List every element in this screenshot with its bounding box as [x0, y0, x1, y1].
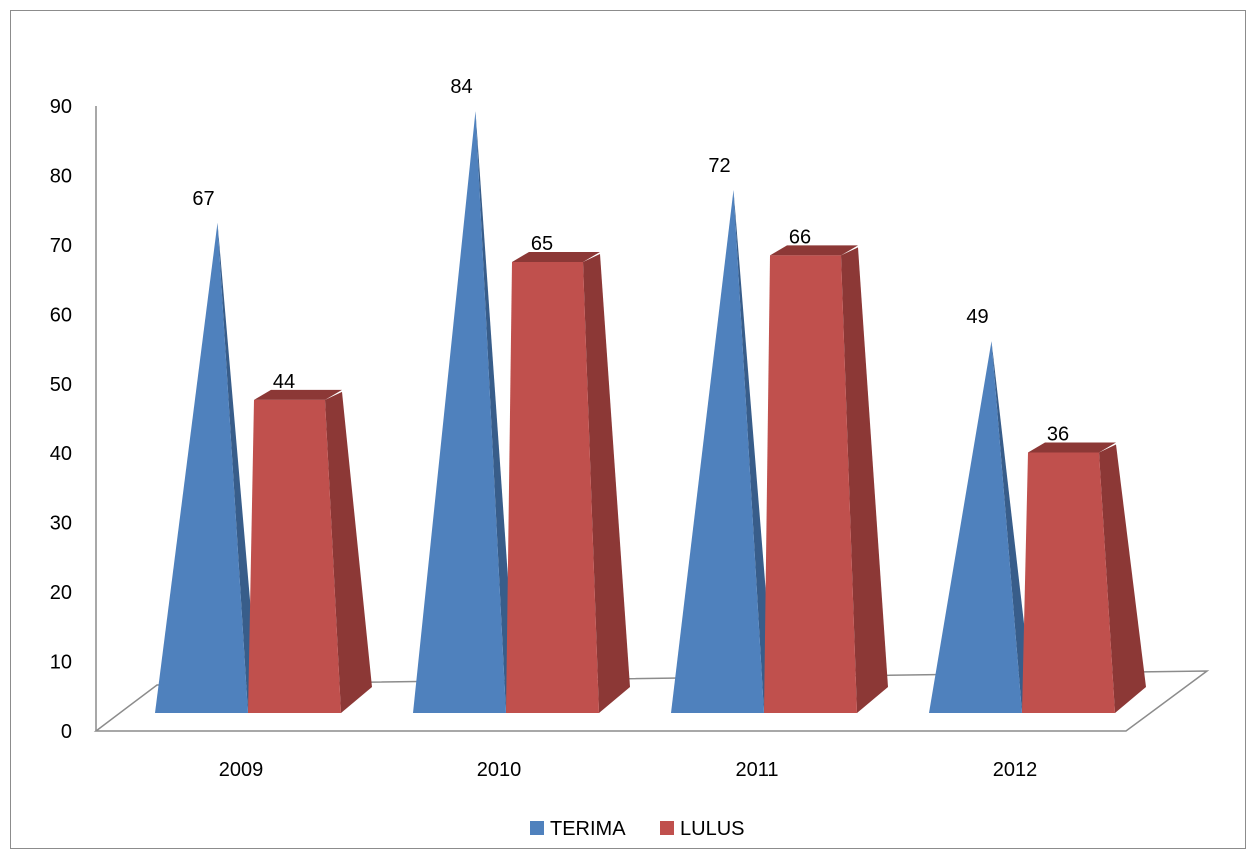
cone-side-2011: [733, 189, 774, 713]
pyramid-side-2012: [1099, 444, 1146, 713]
y-tick-label: 50: [50, 374, 72, 396]
y-tick-label: 10: [50, 652, 72, 674]
category-group-2011: 72 66 2011: [671, 155, 888, 781]
pyramid-top-2011: [770, 245, 858, 256]
legend-label-lulus: LULUS: [680, 818, 744, 840]
data-label-terima-2009: 67: [192, 188, 214, 210]
data-label-terima-2010: 84: [450, 76, 472, 98]
x-tick-label: 2009: [219, 759, 264, 781]
cone-2010: [413, 111, 506, 714]
chart-floor: [93, 670, 1210, 732]
pyramid-2009: [248, 399, 341, 713]
pyramid-side-2011: [841, 247, 888, 713]
cone-2011: [671, 189, 764, 713]
pyramid-2011: [764, 255, 857, 713]
pyramid-top-2010: [512, 251, 600, 262]
y-tick-label: 0: [61, 721, 72, 743]
category-group-2010: 84 65 2010: [413, 76, 630, 781]
cone-2012: [929, 341, 1022, 713]
x-tick-label: 2012: [993, 759, 1038, 781]
data-label-lulus-2011: 66: [789, 226, 811, 248]
data-label-lulus-2009: 44: [273, 371, 295, 393]
data-label-lulus-2010: 65: [531, 233, 553, 255]
cone-side-2012: [991, 341, 1032, 713]
y-tick-label: 70: [50, 235, 72, 257]
y-tick-label: 20: [50, 582, 72, 604]
cone-side-2009: [217, 222, 258, 713]
data-label-terima-2011: 72: [708, 155, 730, 177]
y-tick-label: 60: [50, 304, 72, 326]
y-tick-label: 30: [50, 513, 72, 535]
cone-side-2010: [475, 111, 516, 714]
pyramid-2010: [506, 261, 599, 713]
pyramid-2012: [1022, 452, 1115, 713]
pyramid-side-2009: [325, 391, 372, 713]
category-group-2012: 49 36 2012: [929, 306, 1146, 781]
pyramid-side-2010: [583, 253, 630, 713]
legend-swatch-terima: [530, 821, 544, 835]
y-tick-label: 40: [50, 443, 72, 465]
legend-label-terima: TERIMA: [550, 818, 626, 840]
cone-2009: [155, 222, 248, 713]
category-group-2009: 67 44 2009: [155, 188, 372, 781]
y-tick-label: 80: [50, 165, 72, 187]
x-tick-label: 2011: [735, 759, 778, 781]
legend: TERIMA LULUS: [530, 818, 744, 840]
pyramid-top-2012: [1028, 442, 1116, 453]
x-tick-label: 2010: [477, 759, 522, 781]
data-label-terima-2012: 49: [966, 306, 988, 328]
legend-swatch-lulus: [660, 821, 674, 835]
y-tick-label: 90: [50, 96, 72, 118]
data-label-lulus-2012: 36: [1047, 423, 1069, 445]
pyramid-top-2009: [254, 389, 342, 400]
